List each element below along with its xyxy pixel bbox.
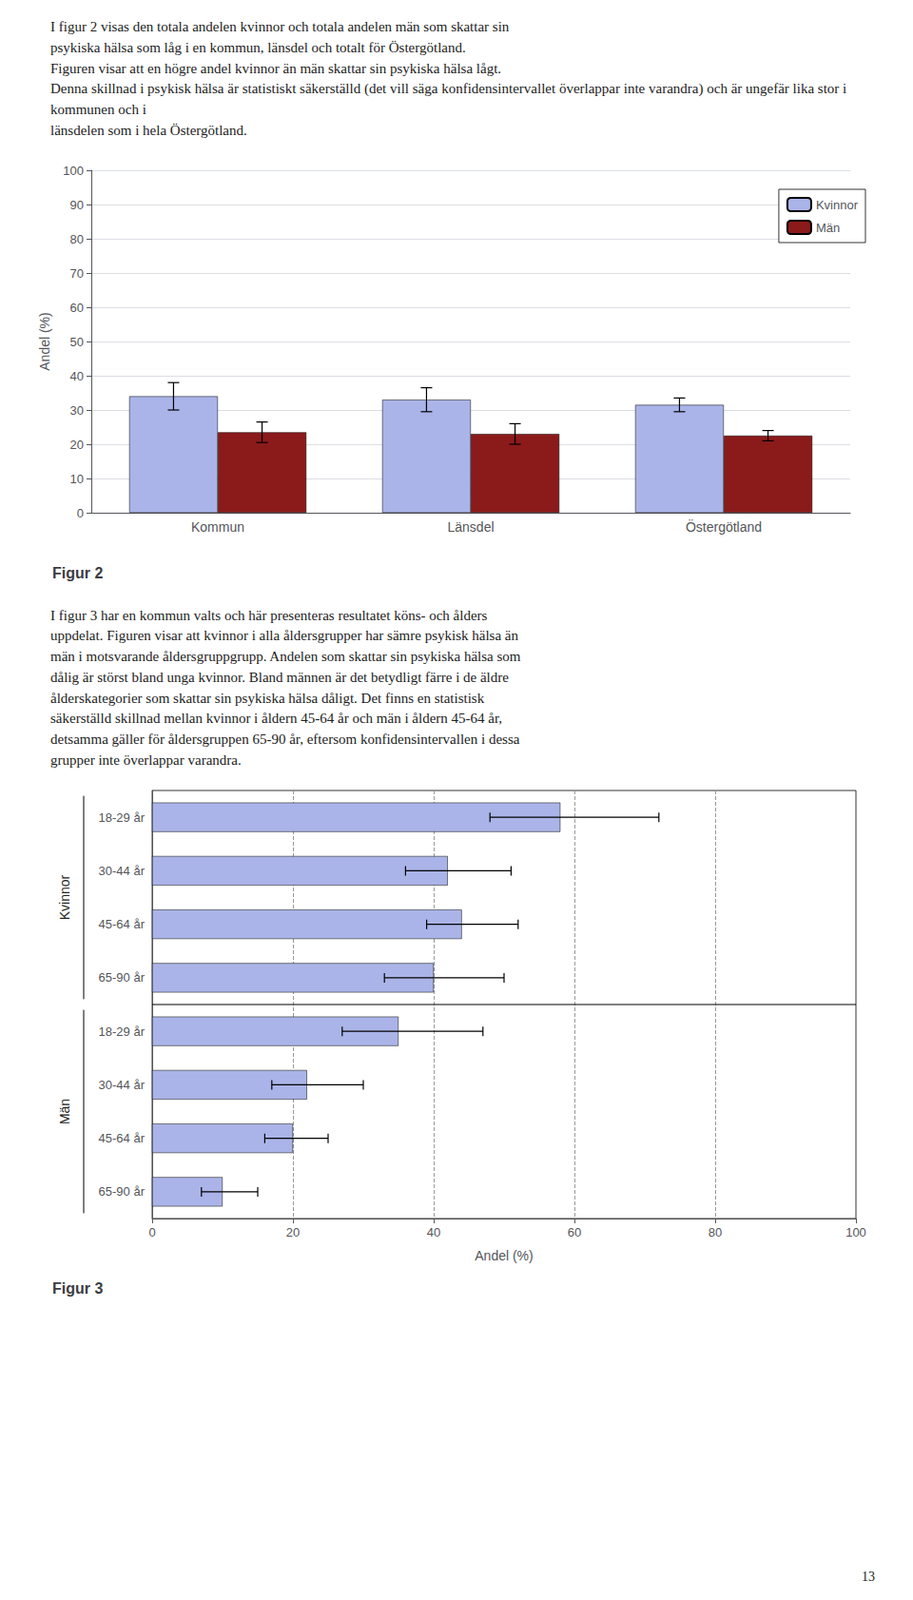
svg-text:100: 100 xyxy=(62,162,84,177)
svg-text:20: 20 xyxy=(286,1224,300,1240)
svg-text:65-90 år: 65-90 år xyxy=(98,1184,146,1199)
svg-text:50: 50 xyxy=(70,333,84,349)
svg-text:70: 70 xyxy=(70,265,84,280)
svg-text:30-44 år: 30-44 år xyxy=(98,1076,146,1091)
svg-text:45-64 år: 45-64 år xyxy=(98,1130,146,1146)
svg-text:30: 30 xyxy=(70,402,84,417)
html-text:I figur 3 har en kommun valts: I figur 3 har en kommun valts och här pr… xyxy=(50,607,521,768)
svg-text:80: 80 xyxy=(708,1224,722,1240)
svg-text:Kommun: Kommun xyxy=(191,519,245,535)
svg-text:90: 90 xyxy=(70,196,84,212)
svg-text:Andel (%): Andel (%) xyxy=(474,1247,533,1263)
svg-text:Östergötland: Östergötland xyxy=(685,518,762,535)
svg-text:100: 100 xyxy=(845,1224,867,1240)
svg-text:20: 20 xyxy=(70,436,84,451)
svg-text:Kvinnor: Kvinnor xyxy=(815,196,859,212)
svg-text:60: 60 xyxy=(70,299,84,314)
svg-text:Kvinnor: Kvinnor xyxy=(57,874,73,920)
svg-text:30-44 år: 30-44 år xyxy=(98,862,146,877)
html-text:13: 13 xyxy=(861,1569,875,1584)
svg-text:Länsdel: Länsdel xyxy=(446,519,494,535)
svg-text:40: 40 xyxy=(427,1224,441,1240)
svg-text:65-90 år: 65-90 år xyxy=(98,970,146,985)
svg-text:45-64 år: 45-64 år xyxy=(98,916,146,932)
svg-text:40: 40 xyxy=(70,368,84,383)
svg-text:10: 10 xyxy=(70,470,84,486)
svg-text:Figur 2: Figur 2 xyxy=(52,563,103,581)
html-text:I figur 2 visas den totala and: I figur 2 visas den totala andelen kvinn… xyxy=(50,19,851,138)
svg-text:60: 60 xyxy=(567,1224,582,1240)
svg-text:Män: Män xyxy=(57,1097,73,1124)
svg-text:Män: Män xyxy=(815,219,840,234)
svg-text:0: 0 xyxy=(77,505,84,520)
svg-text:18-29 år: 18-29 år xyxy=(98,809,146,824)
svg-text:80: 80 xyxy=(70,231,84,246)
svg-text:Figur 3: Figur 3 xyxy=(52,1279,103,1296)
svg-text:Andel (%): Andel (%) xyxy=(37,311,53,370)
svg-text:18-29 år: 18-29 år xyxy=(98,1023,146,1038)
svg-text:0: 0 xyxy=(148,1224,156,1240)
